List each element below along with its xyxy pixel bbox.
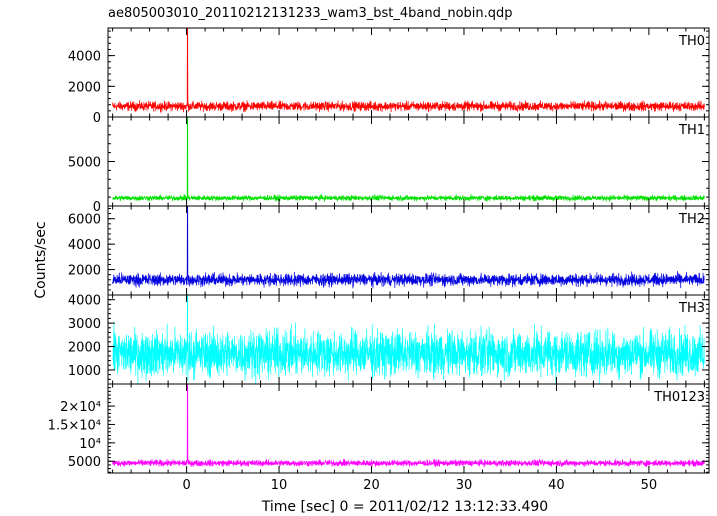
x-tick-label: 50 bbox=[641, 478, 658, 493]
x-tick-label: 0 bbox=[182, 478, 190, 493]
panels: TH0 0 2000 4000 TH1 0 5000 TH2 2000 4000 6000 TH3 10… bbox=[48, 27, 710, 493]
y-tick-label: 4000 bbox=[68, 294, 101, 309]
panel-th0: TH0 0 2000 4000 bbox=[68, 27, 710, 126]
series-line-th0 bbox=[112, 27, 705, 113]
panel-label: TH1 bbox=[678, 123, 705, 138]
x-tick-label: 30 bbox=[456, 478, 473, 493]
panel-label: TH0123 bbox=[653, 390, 705, 405]
y-tick-label: 10⁴ bbox=[79, 437, 101, 452]
chart-title: ae805003010_20110212131233_wam3_bst_4ban… bbox=[108, 6, 513, 21]
panel-frame bbox=[107, 116, 710, 207]
panel-label: TH0 bbox=[678, 34, 705, 49]
y-tick-label: 3000 bbox=[68, 317, 101, 332]
panel-label: TH2 bbox=[678, 212, 705, 227]
y-tick-label: 5000 bbox=[68, 156, 101, 171]
x-axis-label: Time [sec] 0 = 2011/02/12 13:12:33.490 bbox=[261, 499, 548, 515]
panel-th3: TH3 1000 2000 3000 4000 bbox=[68, 294, 710, 385]
series-line-th0123 bbox=[112, 383, 705, 468]
panel-th2: TH2 2000 4000 6000 bbox=[68, 205, 710, 296]
y-tick-label: 4000 bbox=[68, 50, 101, 65]
y-tick-label: 2000 bbox=[68, 341, 101, 356]
y-tick-label: 0 bbox=[93, 200, 101, 215]
y-tick-label: 2000 bbox=[68, 80, 101, 95]
panel-frame bbox=[107, 383, 710, 474]
series-line-th3 bbox=[112, 294, 705, 385]
panel-label: TH3 bbox=[678, 301, 705, 316]
y-tick-label: 2000 bbox=[68, 264, 101, 279]
series-line-th2 bbox=[112, 205, 705, 289]
x-tick-label: 40 bbox=[548, 478, 565, 493]
panel-th1: TH1 0 5000 bbox=[68, 116, 710, 215]
panel-th0123: TH0123 5000 10⁴ 1.5×10⁴ 2×10⁴ bbox=[48, 383, 710, 474]
y-tick-label: 1.5×10⁴ bbox=[48, 418, 101, 433]
x-tick-label: 10 bbox=[271, 478, 288, 493]
y-tick-label: 0 bbox=[93, 111, 101, 126]
y-tick-label: 2×10⁴ bbox=[60, 400, 101, 415]
y-tick-label: 1000 bbox=[68, 364, 101, 379]
x-tick-label: 20 bbox=[363, 478, 380, 493]
y-tick-label: 6000 bbox=[68, 213, 101, 228]
y-tick-label: 5000 bbox=[68, 455, 101, 470]
series-line-th1 bbox=[112, 116, 705, 203]
y-tick-label: 4000 bbox=[68, 238, 101, 253]
y-axis-label: Counts/sec bbox=[33, 221, 49, 298]
